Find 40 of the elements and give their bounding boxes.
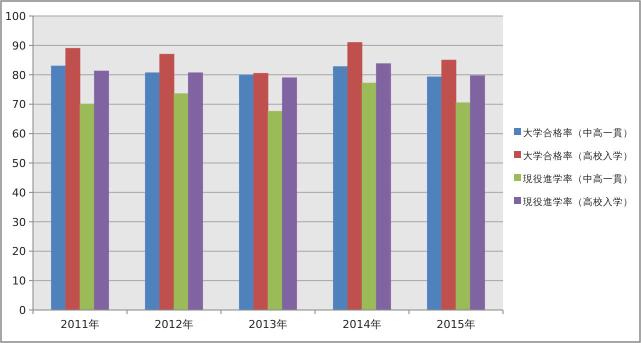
y-tick-label: 40 xyxy=(12,186,26,200)
bar xyxy=(362,82,377,310)
x-tick-label: 2012年 xyxy=(154,318,194,331)
y-tick-label: 90 xyxy=(12,39,26,52)
x-tick-label: 2015年 xyxy=(436,318,476,331)
bar xyxy=(159,54,174,310)
bar xyxy=(50,66,66,310)
bar xyxy=(80,104,95,310)
x-tick-label: 2014年 xyxy=(342,318,382,331)
y-tick-label: 0 xyxy=(19,304,26,317)
bar xyxy=(470,75,486,310)
bar xyxy=(282,77,298,310)
y-tick-label: 30 xyxy=(12,216,26,229)
bar xyxy=(144,72,160,310)
x-tick-label: 2013年 xyxy=(248,318,288,331)
y-tick-label: 20 xyxy=(12,245,26,258)
legend-label: 大学合格率（中高一貫） xyxy=(523,127,633,139)
bar xyxy=(376,63,392,310)
bar xyxy=(426,76,442,310)
y-tick-label: 60 xyxy=(12,128,26,141)
y-tick-label: 100 xyxy=(5,10,26,23)
bar xyxy=(253,72,268,310)
bar xyxy=(347,42,362,310)
bar xyxy=(332,66,348,310)
bar xyxy=(441,60,456,310)
bar xyxy=(268,110,283,310)
bar xyxy=(65,48,80,310)
y-tick-label: 80 xyxy=(12,68,26,82)
legend-label: 現役進学率（高校入学） xyxy=(523,196,633,208)
y-tick-label: 50 xyxy=(12,157,26,170)
bar xyxy=(188,72,204,310)
bar xyxy=(238,74,254,310)
y-tick-label: 10 xyxy=(12,274,26,288)
bar xyxy=(456,102,471,310)
bar xyxy=(174,93,189,310)
y-tick-label: 70 xyxy=(12,98,26,112)
legend-label: 大学合格率（高校入学） xyxy=(523,150,633,162)
legend-label: 現役進学率（中高一貫） xyxy=(523,173,633,185)
bar xyxy=(94,70,110,310)
x-tick-label: 2011年 xyxy=(60,318,100,331)
